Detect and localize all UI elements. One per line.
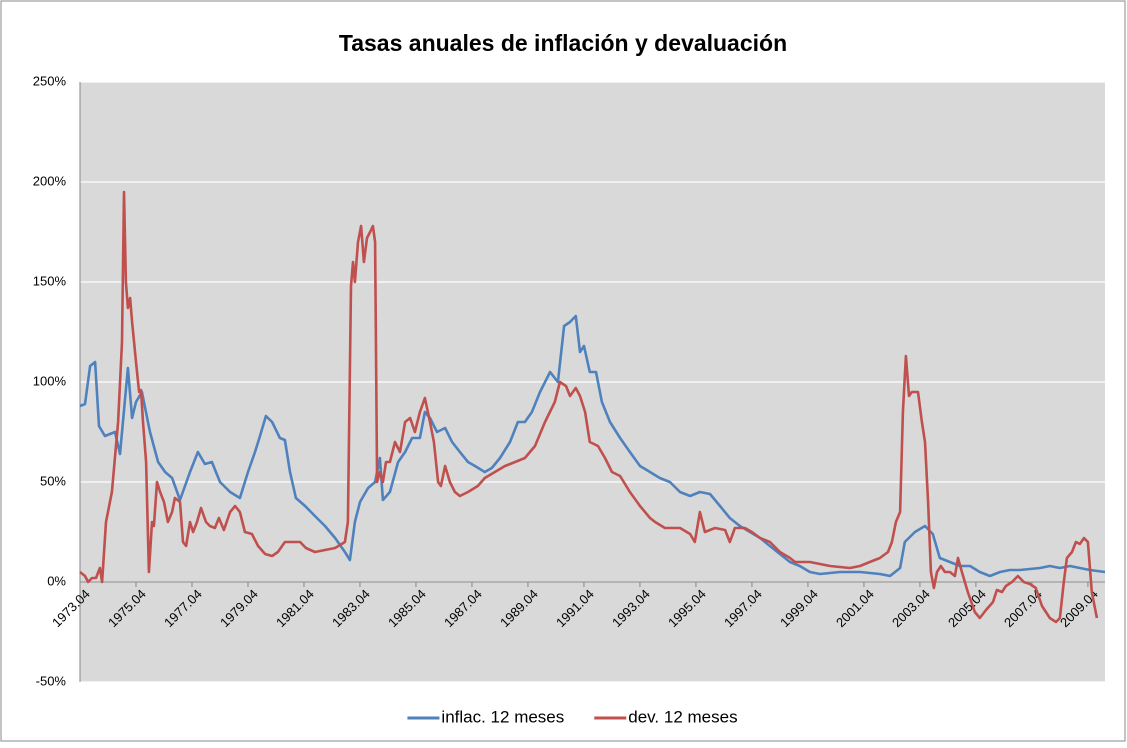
y-tick-label: 50% xyxy=(40,473,66,488)
chart-title: Tasas anuales de inflación y devaluación xyxy=(339,30,787,56)
legend-label: inflac. 12 meses xyxy=(441,707,564,726)
legend: inflac. 12 meses dev. 12 meses xyxy=(407,707,738,726)
series-line xyxy=(79,190,1099,624)
y-tick-label: 100% xyxy=(33,373,67,388)
y-tick-label: 250% xyxy=(33,73,67,88)
y-tick-label: -50% xyxy=(36,673,67,688)
legend-label: dev. 12 meses xyxy=(628,707,737,726)
y-tick-label: 150% xyxy=(33,273,67,288)
y-tick-label: 200% xyxy=(33,173,67,188)
y-tick-label: 0% xyxy=(47,573,66,588)
series-line xyxy=(79,314,1106,578)
